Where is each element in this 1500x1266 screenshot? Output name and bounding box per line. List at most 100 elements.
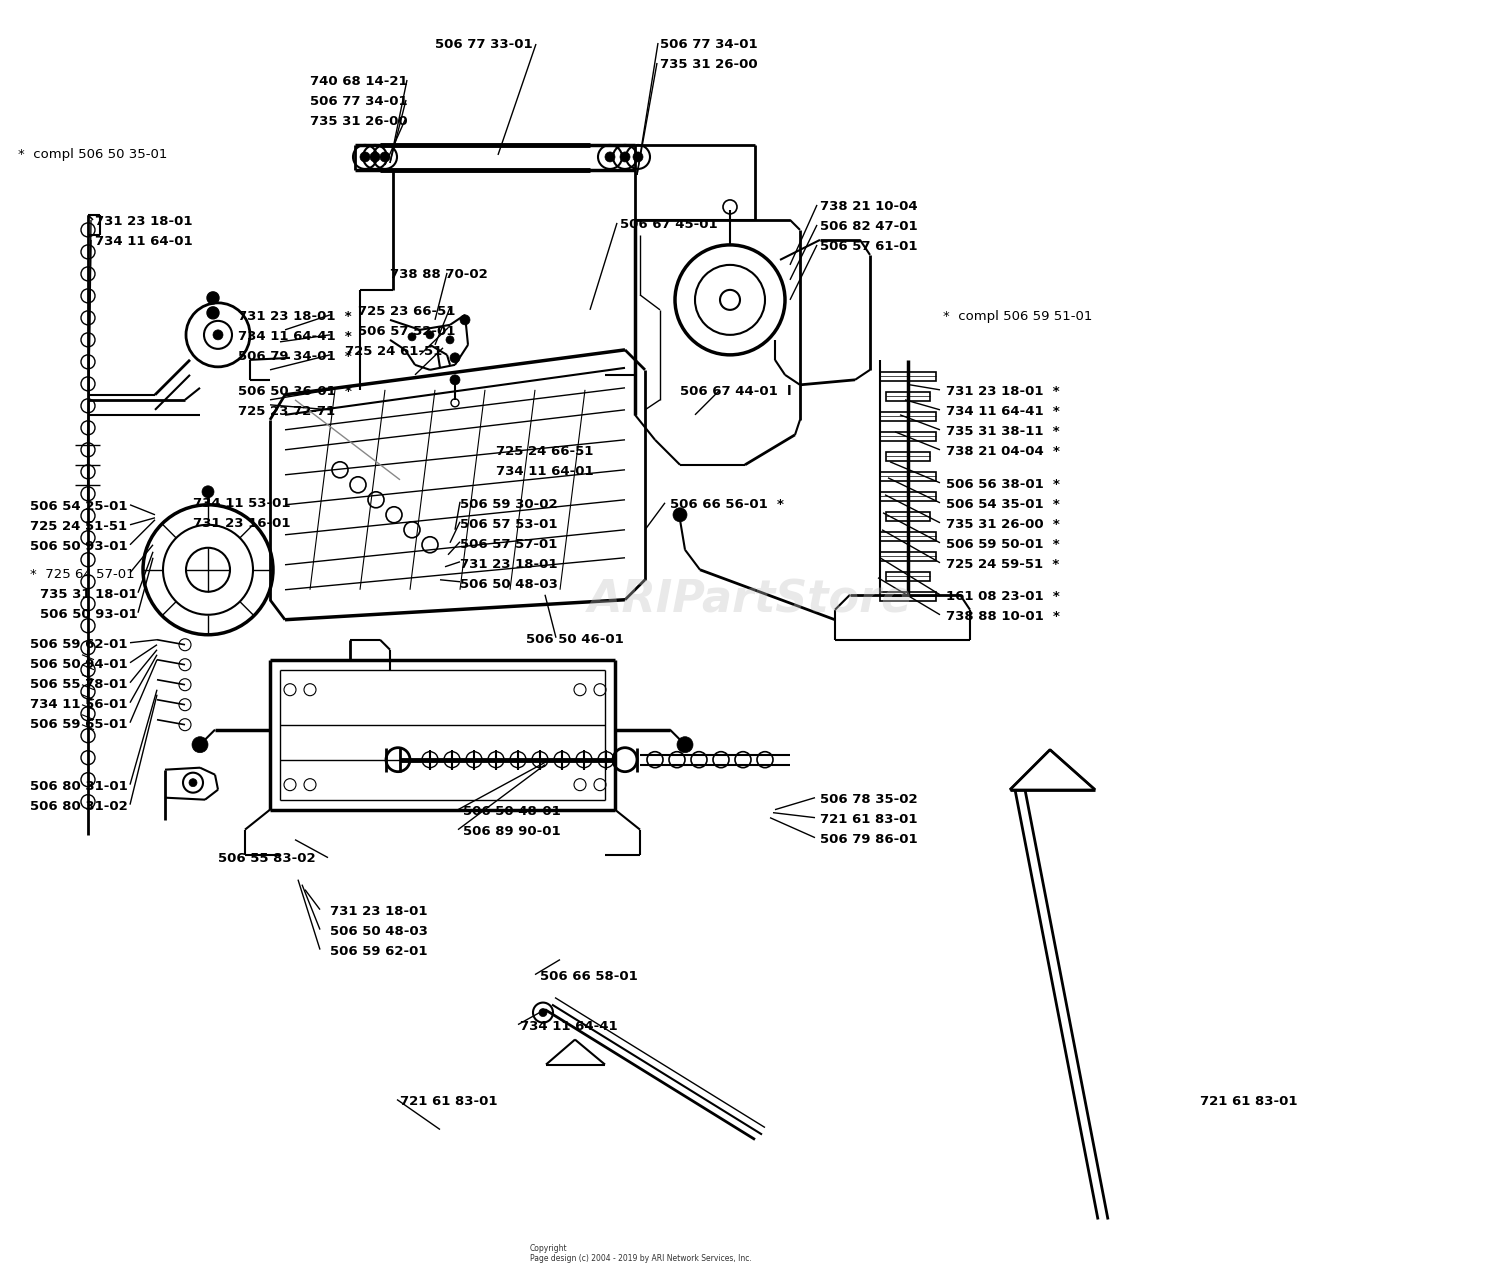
Circle shape: [207, 292, 219, 304]
Text: 734 11 56-01: 734 11 56-01: [30, 698, 128, 710]
Circle shape: [189, 779, 196, 786]
Text: 731 23 18-01: 731 23 18-01: [94, 215, 192, 228]
Text: 506 50 46-01: 506 50 46-01: [526, 633, 624, 646]
Circle shape: [192, 737, 208, 753]
Text: 725 24 66-51: 725 24 66-51: [496, 444, 594, 458]
Text: 506 59 62-01: 506 59 62-01: [330, 944, 427, 957]
Text: 506 50 48-03: 506 50 48-03: [460, 577, 558, 591]
Text: 734 11 64-01: 734 11 64-01: [496, 465, 594, 477]
Text: 506 80 31-01: 506 80 31-01: [30, 780, 128, 793]
Text: 506 59 50-01  *: 506 59 50-01 *: [946, 538, 1059, 551]
Text: 506 67 45-01: 506 67 45-01: [620, 218, 717, 230]
Text: 735 31 26-00  *: 735 31 26-00 *: [946, 518, 1059, 530]
Circle shape: [676, 737, 693, 753]
FancyBboxPatch shape: [886, 452, 930, 461]
Text: 506 78 35-02: 506 78 35-02: [821, 793, 918, 805]
Text: 725 23 72-71: 725 23 72-71: [238, 405, 334, 418]
Text: 731 23 18-01  *: 731 23 18-01 *: [946, 385, 1059, 398]
Text: 734 11 64-41: 734 11 64-41: [520, 1019, 618, 1033]
Circle shape: [604, 152, 615, 162]
Text: 506 59 30-02: 506 59 30-02: [460, 498, 558, 510]
Text: 506 77 34-01: 506 77 34-01: [310, 95, 408, 108]
Text: Copyright: Copyright: [530, 1244, 567, 1253]
Circle shape: [213, 330, 223, 339]
Text: 725 23 66-51: 725 23 66-51: [358, 305, 456, 318]
FancyBboxPatch shape: [880, 591, 936, 601]
Text: 161 08 23-01  *: 161 08 23-01 *: [946, 590, 1059, 603]
Text: 506 77 34-01: 506 77 34-01: [660, 38, 758, 51]
Circle shape: [426, 330, 433, 339]
Text: 731 23 18-01  *: 731 23 18-01 *: [238, 310, 351, 323]
Text: 506 56 38-01  *: 506 56 38-01 *: [946, 477, 1060, 491]
Text: *  compl 506 59 51-01: * compl 506 59 51-01: [944, 310, 1092, 323]
Circle shape: [450, 375, 460, 385]
Text: 506 80 31-02: 506 80 31-02: [30, 800, 128, 813]
Text: 506 50 93-01: 506 50 93-01: [40, 608, 138, 620]
Text: 740 68 14-21: 740 68 14-21: [310, 75, 408, 87]
FancyBboxPatch shape: [880, 552, 936, 561]
Circle shape: [460, 315, 470, 325]
Text: 506 57 57-01: 506 57 57-01: [460, 538, 558, 551]
Text: 506 54 25-01: 506 54 25-01: [30, 500, 128, 513]
Text: 506 50 36-01  *: 506 50 36-01 *: [238, 385, 352, 398]
Text: 506 79 34-01  *: 506 79 34-01 *: [238, 349, 351, 363]
Text: 506 67 44-01  l: 506 67 44-01 l: [680, 385, 792, 398]
Text: 734 11 64-41  *: 734 11 64-41 *: [238, 330, 351, 343]
Text: 506 77 33-01: 506 77 33-01: [435, 38, 532, 51]
Text: 738 21 04-04  *: 738 21 04-04 *: [946, 444, 1060, 458]
Text: 506 50 93-01: 506 50 93-01: [30, 539, 128, 553]
Text: 738 88 10-01  *: 738 88 10-01 *: [946, 610, 1060, 623]
Text: 506 57 53-01: 506 57 53-01: [460, 518, 558, 530]
Circle shape: [202, 486, 214, 498]
Text: ARIPartStore: ARIPartStore: [588, 579, 912, 622]
Text: 506 50 48-01: 506 50 48-01: [464, 805, 561, 818]
Text: 506 59 65-01: 506 59 65-01: [30, 718, 128, 730]
Text: 506 59 62-01: 506 59 62-01: [30, 638, 128, 651]
Text: 506 50 48-03: 506 50 48-03: [330, 924, 427, 938]
FancyBboxPatch shape: [880, 532, 936, 541]
Text: 725 24 51-51: 725 24 51-51: [30, 520, 128, 533]
Circle shape: [620, 152, 630, 162]
Circle shape: [360, 152, 370, 162]
FancyBboxPatch shape: [886, 511, 930, 520]
Text: 738 88 70-02: 738 88 70-02: [390, 268, 488, 281]
Text: 506 79 86-01: 506 79 86-01: [821, 833, 918, 846]
Circle shape: [674, 508, 687, 522]
Text: 506 66 58-01: 506 66 58-01: [540, 970, 638, 982]
Circle shape: [408, 333, 416, 341]
Circle shape: [450, 353, 460, 363]
Text: 506 89 90-01: 506 89 90-01: [464, 824, 561, 838]
Text: 721 61 83-01: 721 61 83-01: [400, 1095, 498, 1108]
Text: 735 31 38-11  *: 735 31 38-11 *: [946, 425, 1059, 438]
FancyBboxPatch shape: [880, 411, 936, 420]
Text: 725 24 61-51: 725 24 61-51: [345, 344, 442, 358]
Text: 506 57 52-01: 506 57 52-01: [358, 325, 456, 338]
Circle shape: [207, 306, 219, 319]
FancyBboxPatch shape: [886, 392, 930, 401]
Text: 506 57 61-01: 506 57 61-01: [821, 239, 918, 253]
Text: 735 31 26-00: 735 31 26-00: [660, 58, 758, 71]
Circle shape: [538, 1009, 548, 1017]
Text: Page design (c) 2004 - 2019 by ARI Network Services, Inc.: Page design (c) 2004 - 2019 by ARI Netwo…: [530, 1255, 752, 1263]
Circle shape: [633, 152, 644, 162]
Text: 735 31 18-01: 735 31 18-01: [40, 587, 138, 601]
FancyBboxPatch shape: [886, 572, 930, 581]
Text: 738 21 10-04: 738 21 10-04: [821, 200, 918, 213]
Text: 731 23 16-01: 731 23 16-01: [194, 517, 291, 529]
FancyBboxPatch shape: [880, 372, 936, 381]
Text: 735 31 26-00: 735 31 26-00: [310, 115, 408, 128]
Circle shape: [380, 152, 390, 162]
Text: 506 82 47-01: 506 82 47-01: [821, 220, 918, 233]
Text: 506 55 78-01: 506 55 78-01: [30, 677, 128, 691]
Text: 721 61 83-01: 721 61 83-01: [1200, 1095, 1298, 1108]
Text: 734 11 64-41  *: 734 11 64-41 *: [946, 405, 1059, 418]
Text: 721 61 83-01: 721 61 83-01: [821, 813, 918, 825]
Text: *  725 64 57-01: * 725 64 57-01: [30, 567, 135, 581]
Text: 506 55 83-02: 506 55 83-02: [217, 852, 315, 865]
Text: 506 54 35-01  *: 506 54 35-01 *: [946, 498, 1059, 510]
Text: 506 50 94-01: 506 50 94-01: [30, 658, 128, 671]
FancyBboxPatch shape: [880, 432, 936, 441]
Text: 506 66 56-01  *: 506 66 56-01 *: [670, 498, 784, 510]
FancyBboxPatch shape: [880, 472, 936, 481]
Text: *  compl 506 50 35-01: * compl 506 50 35-01: [18, 148, 168, 161]
